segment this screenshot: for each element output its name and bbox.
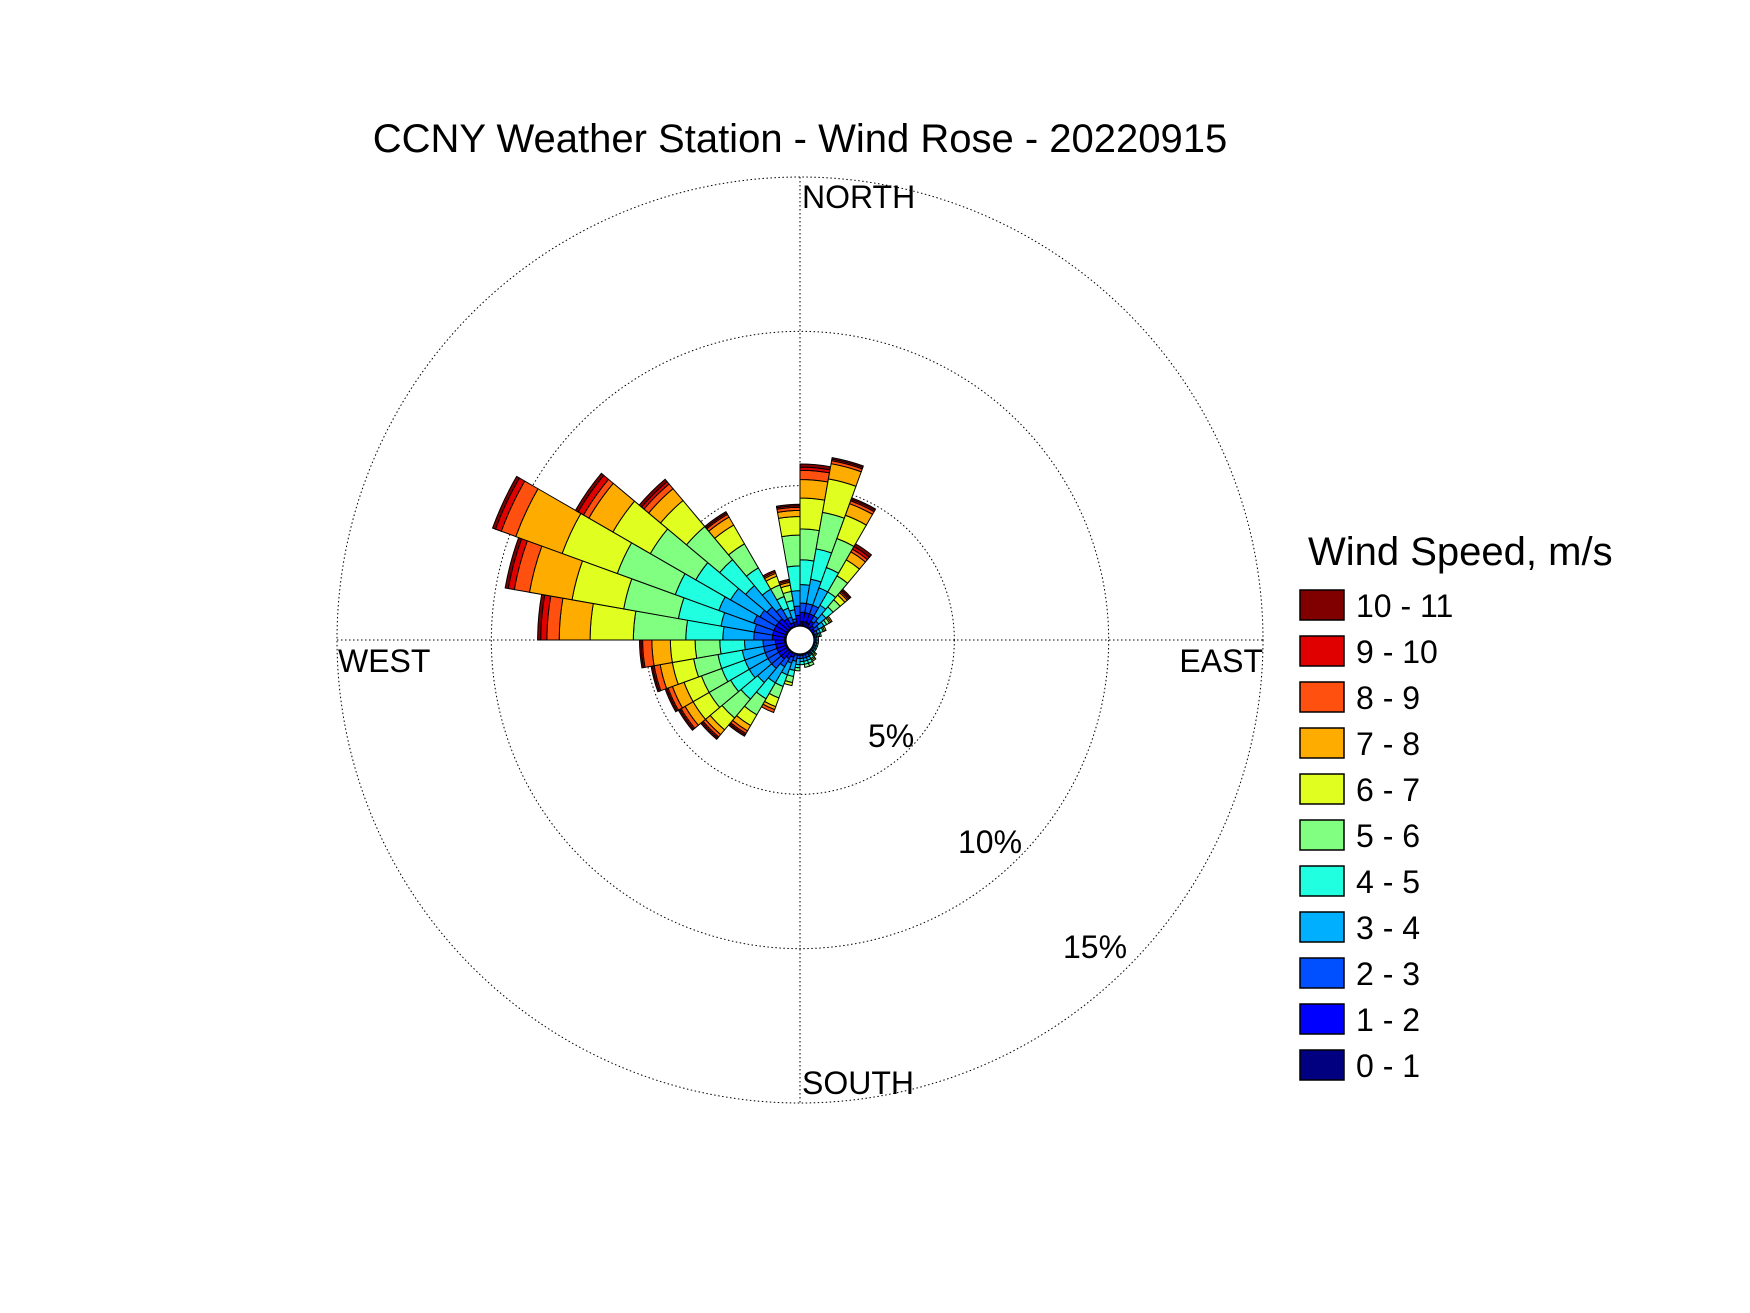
sector-segment <box>826 615 833 623</box>
direction-label-east: EAST <box>1179 643 1263 679</box>
legend-swatch <box>1299 911 1345 943</box>
sector-segment <box>574 472 605 513</box>
sector-285deg <box>504 536 788 639</box>
sector-325deg <box>704 511 794 630</box>
sector-305deg <box>574 472 790 634</box>
grid-ring-10 <box>490 330 1110 950</box>
direction-label-south: SOUTH <box>802 1065 914 1101</box>
sector-35deg <box>806 543 873 630</box>
legend-label: 9 - 10 <box>1356 634 1438 670</box>
center-calm-circle <box>785 625 815 655</box>
sector-segment <box>651 639 673 667</box>
legend-swatch <box>1299 589 1345 621</box>
legend-swatch <box>1299 773 1345 805</box>
sector-segment <box>558 597 594 641</box>
sector-segment <box>850 497 877 512</box>
legend-label: 6 - 7 <box>1356 772 1420 808</box>
sector-segment <box>777 516 801 538</box>
legend-label: 10 - 11 <box>1356 588 1453 624</box>
sector-segment <box>704 511 728 529</box>
legend: 10 - 11 9 - 10 8 - 9 7 - 8 6 - 7 5 - 6 4 - 5 3 … <box>1299 588 1453 1084</box>
sector-265deg <box>638 639 787 669</box>
sector-205deg <box>760 651 796 714</box>
ring-label-10: 10% <box>958 824 1022 860</box>
legend-label: 2 - 3 <box>1356 956 1420 992</box>
sector-segment <box>669 639 698 664</box>
sector-segment <box>818 631 822 638</box>
legend-title: Wind Speed, m/s <box>1308 530 1613 574</box>
sector-segment <box>799 478 829 501</box>
sector-315deg <box>638 478 792 632</box>
sector-345deg <box>778 578 799 628</box>
legend-label: 1 - 2 <box>1356 1002 1420 1038</box>
direction-label-north: NORTH <box>802 179 915 215</box>
sector-195deg <box>783 652 799 687</box>
sector-segment <box>799 660 805 666</box>
ring-label-5: 5% <box>868 718 914 754</box>
sector-segment <box>840 588 852 600</box>
legend-label: 7 - 8 <box>1356 726 1420 762</box>
sector-275deg <box>537 593 787 641</box>
sector-segment <box>638 478 668 508</box>
sector-segment <box>831 457 864 469</box>
sector-segment <box>781 534 801 568</box>
legend-swatch <box>1299 1003 1345 1035</box>
sector-segment <box>491 475 521 530</box>
ring-label-15: 15% <box>1063 929 1127 965</box>
chart-title: CCNY Weather Station - Wind Rose - 20220… <box>373 117 1228 161</box>
sector-segment <box>853 543 873 558</box>
sector-segment <box>822 625 827 632</box>
legend-swatch <box>1299 635 1345 667</box>
legend-label: 4 - 5 <box>1356 864 1420 900</box>
legend-label: 3 - 4 <box>1356 910 1420 946</box>
legend-swatch <box>1299 819 1345 851</box>
wind-sectors <box>491 457 877 741</box>
sector-segment <box>775 503 801 509</box>
legend-swatch <box>1299 727 1345 759</box>
sector-segment <box>793 605 801 617</box>
legend-label: 0 - 1 <box>1356 1048 1420 1084</box>
sector-355deg <box>775 503 801 627</box>
legend-swatch <box>1299 1049 1345 1081</box>
sector-segment <box>803 662 811 668</box>
legend-swatch <box>1299 957 1345 989</box>
legend-swatch <box>1299 865 1345 897</box>
sector-25deg <box>804 497 877 629</box>
legend-label: 8 - 9 <box>1356 680 1420 716</box>
legend-swatch <box>1299 681 1345 713</box>
sector-segment <box>762 569 776 578</box>
legend-label: 5 - 6 <box>1356 818 1420 854</box>
direction-label-west: WEST <box>338 643 430 679</box>
sector-295deg <box>491 475 789 636</box>
